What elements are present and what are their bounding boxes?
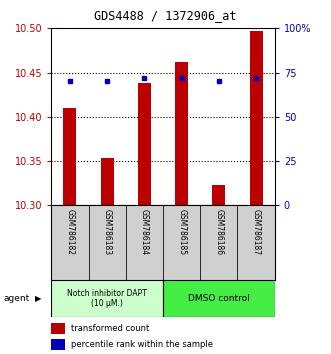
Point [254,75,259,81]
Text: agent: agent [3,294,29,303]
Text: GSM786187: GSM786187 [252,209,260,255]
Bar [51,322,65,334]
Text: Notch inhibitor DAPT
(10 μM.): Notch inhibitor DAPT (10 μM.) [67,289,147,308]
Bar [200,205,237,280]
Bar [163,280,275,317]
Point [142,75,147,81]
Bar [51,205,88,280]
Bar [237,205,275,280]
Text: percentile rank within the sample: percentile rank within the sample [71,340,213,349]
Bar [51,339,65,350]
Text: GSM786186: GSM786186 [214,209,223,255]
Point [216,79,221,84]
Bar [51,280,163,317]
Bar [163,205,200,280]
Text: transformed count: transformed count [71,324,150,333]
Text: GSM786185: GSM786185 [177,209,186,255]
Bar [213,185,225,205]
Text: GSM786183: GSM786183 [103,209,112,255]
Bar [64,108,76,205]
Bar [250,31,262,205]
Bar [126,205,163,280]
Point [105,79,110,84]
Point [67,79,72,84]
Bar [101,159,114,205]
Point [179,75,184,81]
Bar [138,83,151,205]
Bar [88,205,126,280]
Text: GSM786184: GSM786184 [140,209,149,255]
Bar [175,62,188,205]
Text: GDS4488 / 1372906_at: GDS4488 / 1372906_at [94,9,237,22]
Text: GSM786182: GSM786182 [66,209,74,255]
Text: DMSO control: DMSO control [188,294,250,303]
Text: ▶: ▶ [35,294,41,303]
